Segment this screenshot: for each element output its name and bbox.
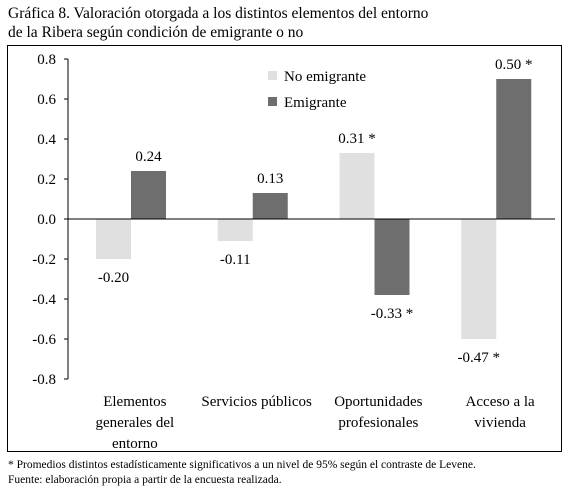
footnotes: * Promedios distintos estadísticamente s… <box>8 458 563 488</box>
category-label: entorno <box>112 436 158 452</box>
bar-no-emigrante <box>339 153 375 219</box>
y-tick-label: 0.8 <box>37 52 56 68</box>
y-tick-label: 0.2 <box>37 172 56 188</box>
legend-swatch <box>268 97 277 106</box>
y-tick-label: -0.6 <box>32 332 56 348</box>
chart-frame <box>7 45 562 452</box>
category-label: Servicios públicos <box>201 394 312 410</box>
bar-emigrante <box>131 171 166 219</box>
data-label: 0.24 <box>135 149 162 165</box>
data-label: 0.13 <box>257 171 283 187</box>
source-note: Fuente: elaboración propia a partir de l… <box>8 474 282 486</box>
category-label: profesionales <box>338 415 418 431</box>
category-label: Oportunidades <box>334 394 422 410</box>
category-label: vivienda <box>474 415 526 431</box>
y-tick-label: -0.8 <box>32 372 56 388</box>
data-label: -0.11 <box>220 252 251 268</box>
category-label: generales del <box>96 415 175 431</box>
bar-no-emigrante <box>217 219 253 241</box>
data-label: 0.50 * <box>495 57 533 73</box>
category-label: Acceso a la <box>466 394 535 410</box>
bar-emigrante <box>374 219 410 295</box>
significance-note: * Promedios distintos estadísticamente s… <box>8 459 476 471</box>
chart-title-line-2: de la Ribera según condición de emigrant… <box>8 24 304 41</box>
y-tick-label: 0.4 <box>37 132 56 148</box>
data-label: -0.47 * <box>458 350 501 366</box>
legend-label: Emigrante <box>284 95 347 111</box>
y-tick-label: -0.2 <box>32 252 56 268</box>
bar-no-emigrante <box>96 219 131 259</box>
data-label: 0.31 * <box>338 131 376 147</box>
y-tick-label: -0.4 <box>32 292 56 308</box>
chart-title-line-1: Gráfica 8. Valoración otorgada a los dis… <box>8 5 429 22</box>
y-tick-label: 0.0 <box>37 212 56 228</box>
category-label: Elementos <box>103 394 166 410</box>
y-tick-label: 0.6 <box>37 92 56 108</box>
data-label: -0.20 <box>98 270 129 286</box>
data-label: -0.33 * <box>371 306 414 322</box>
legend-swatch <box>268 71 277 80</box>
bar-emigrante <box>252 193 288 219</box>
bar-no-emigrante <box>461 219 497 339</box>
chart-title: Gráfica 8. Valoración otorgada a los dis… <box>8 4 558 42</box>
legend-label: No emigrante <box>284 69 366 85</box>
bar-emigrante <box>496 79 532 219</box>
